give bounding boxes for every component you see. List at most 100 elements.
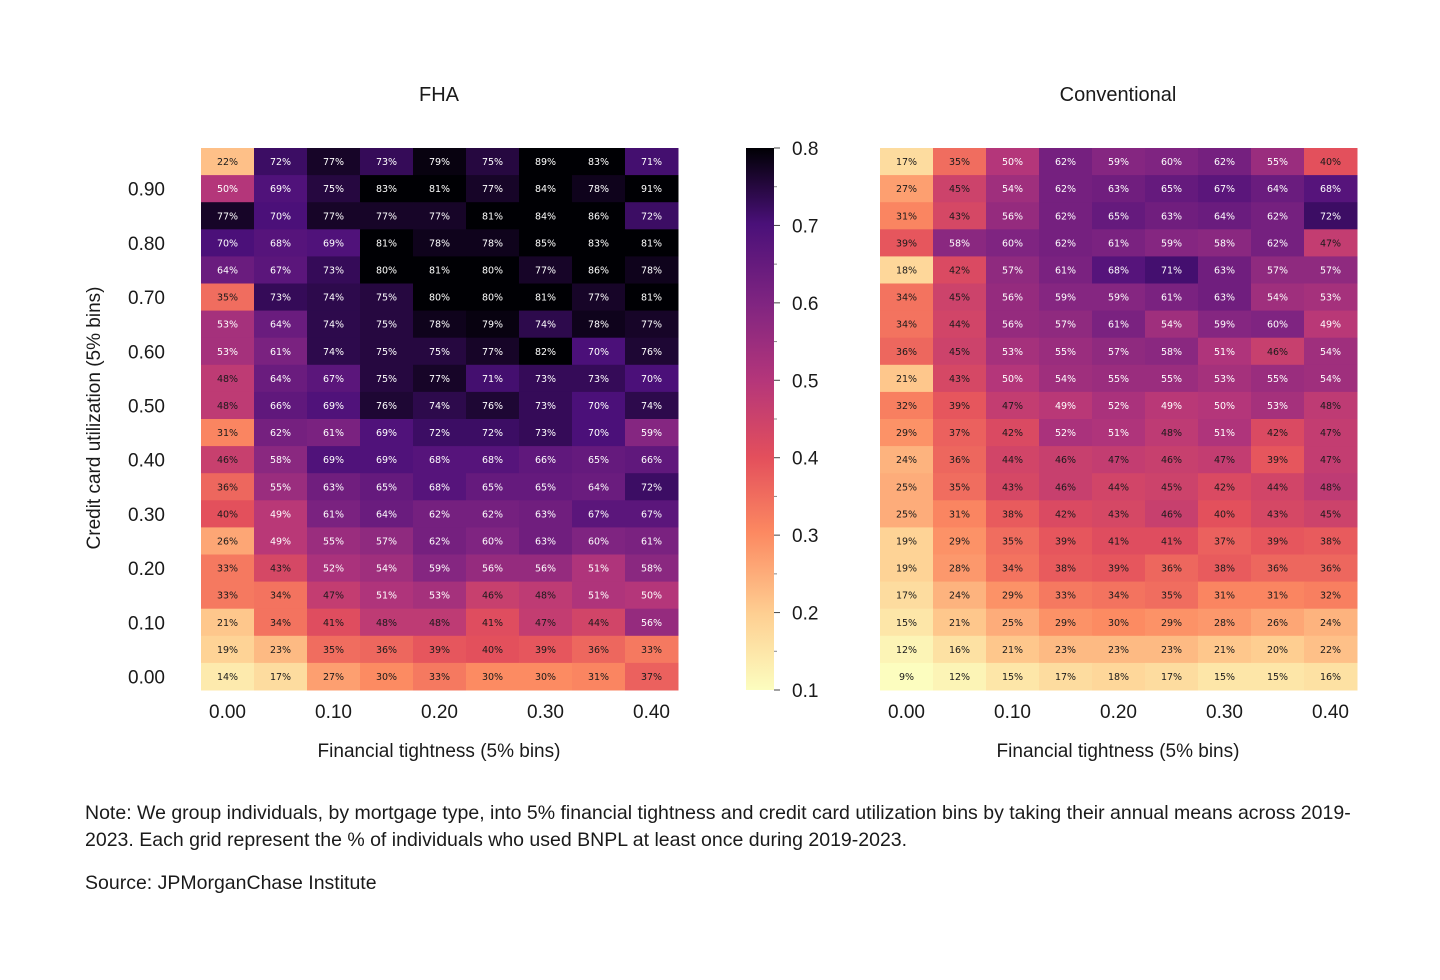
heatmap-cell	[1198, 148, 1252, 176]
cell-value-label: 86%	[588, 265, 609, 276]
heatmap-cell	[1145, 554, 1199, 583]
heatmap-cell	[519, 527, 573, 555]
cell-value-label: 34%	[1108, 591, 1129, 602]
cell-value-label: 56%	[1002, 211, 1023, 222]
cell-value-label: 43%	[949, 374, 970, 385]
cell-value-label: 72%	[270, 157, 291, 168]
cell-value-label: 62%	[1267, 238, 1288, 249]
cell-value-label: 12%	[949, 672, 970, 683]
cell-value-label: 74%	[641, 401, 662, 412]
heatmap-cell	[880, 229, 934, 257]
cell-value-label: 77%	[376, 211, 397, 222]
heatmap-cell	[519, 419, 573, 447]
heatmap-cell	[1251, 148, 1305, 176]
cell-value-label: 46%	[1161, 455, 1182, 466]
heatmap-cell	[1145, 202, 1199, 230]
cell-value-label: 21%	[896, 374, 917, 385]
cell-value-label: 73%	[535, 401, 556, 412]
heatmap-cell	[1304, 229, 1358, 257]
cell-value-label: 55%	[1055, 347, 1076, 358]
cell-value-label: 69%	[270, 184, 291, 195]
heatmap-cell	[201, 635, 255, 664]
cell-value-label: 71%	[641, 157, 662, 168]
cell-value-label: 75%	[376, 293, 397, 304]
cell-value-label: 77%	[482, 184, 503, 195]
heatmap-cell	[880, 256, 934, 284]
cell-value-label: 81%	[482, 211, 503, 222]
heatmap-cell	[519, 175, 573, 203]
heatmap-cell	[933, 473, 987, 501]
cell-value-label: 47%	[1320, 238, 1341, 249]
cell-value-label: 61%	[1108, 238, 1129, 249]
heatmap-cell	[986, 202, 1040, 230]
cell-value-label: 68%	[429, 455, 450, 466]
cell-value-label: 80%	[376, 265, 397, 276]
cell-value-label: 65%	[482, 482, 503, 493]
heatmap-cell	[254, 635, 308, 664]
heatmap-cell	[1039, 148, 1093, 176]
x-tick-label: 0.40	[633, 702, 670, 723]
cell-value-label: 46%	[1267, 347, 1288, 358]
heatmap-cell	[413, 310, 467, 339]
heatmap-cell	[466, 283, 520, 312]
heatmap-cell	[201, 473, 255, 501]
heatmap-cell	[466, 175, 520, 203]
cell-value-label: 75%	[323, 184, 344, 195]
fha-title: FHA	[419, 84, 460, 106]
cell-value-label: 22%	[217, 157, 238, 168]
heatmap-cell	[1251, 364, 1305, 393]
cell-value-label: 33%	[1055, 591, 1076, 602]
heatmap-cell	[413, 283, 467, 312]
cell-value-label: 83%	[588, 157, 609, 168]
heatmap-cell	[519, 446, 573, 474]
cell-value-label: 23%	[1108, 645, 1129, 656]
cell-value-label: 62%	[1055, 211, 1076, 222]
cell-value-label: 43%	[1002, 482, 1023, 493]
cell-value-label: 50%	[641, 591, 662, 602]
heatmap-cell	[254, 419, 308, 447]
heatmap-cell	[1145, 391, 1199, 420]
heatmap-cell	[880, 391, 934, 420]
x-tick-label: 0.40	[1312, 702, 1349, 723]
x-tick-label: 0.30	[1206, 702, 1243, 723]
heatmap-cell	[519, 581, 573, 610]
heatmap-cell	[413, 446, 467, 474]
cell-value-label: 31%	[588, 672, 609, 683]
heatmap-cell	[1039, 608, 1093, 637]
heatmap-cell	[625, 662, 679, 691]
cell-value-label: 51%	[1214, 347, 1235, 358]
heatmap-cell	[933, 419, 987, 447]
cell-value-label: 61%	[1055, 265, 1076, 276]
cell-value-label: 54%	[1320, 374, 1341, 385]
cell-value-label: 47%	[1108, 455, 1129, 466]
cell-value-label: 34%	[270, 591, 291, 602]
heatmap-cell	[1251, 256, 1305, 284]
colorbar-tick-label: 0.3	[792, 526, 818, 547]
heatmap-cell	[933, 527, 987, 555]
cell-value-label: 46%	[1055, 455, 1076, 466]
cell-value-label: 39%	[1108, 564, 1129, 575]
cell-value-label: 55%	[323, 536, 344, 547]
heatmap-cell	[1304, 527, 1358, 555]
cell-value-label: 71%	[482, 374, 503, 385]
heatmap-cell	[201, 581, 255, 610]
heatmap-cell	[625, 419, 679, 447]
cell-value-label: 31%	[217, 428, 238, 439]
cell-value-label: 30%	[482, 672, 503, 683]
heatmap-cell	[933, 581, 987, 610]
heatmap-cell	[201, 391, 255, 420]
cell-value-label: 78%	[588, 184, 609, 195]
heatmap-cell	[625, 337, 679, 366]
heatmap-cell	[254, 527, 308, 555]
cell-value-label: 41%	[323, 618, 344, 629]
cell-value-label: 38%	[1002, 509, 1023, 520]
cell-value-label: 37%	[641, 672, 662, 683]
cell-value-label: 69%	[323, 238, 344, 249]
heatmap-cell	[1145, 473, 1199, 501]
heatmap-cell	[519, 148, 573, 176]
heatmap-cell	[201, 337, 255, 366]
cell-value-label: 61%	[323, 509, 344, 520]
cell-value-label: 62%	[1267, 211, 1288, 222]
cell-value-label: 25%	[896, 482, 917, 493]
cell-value-label: 29%	[949, 536, 970, 547]
